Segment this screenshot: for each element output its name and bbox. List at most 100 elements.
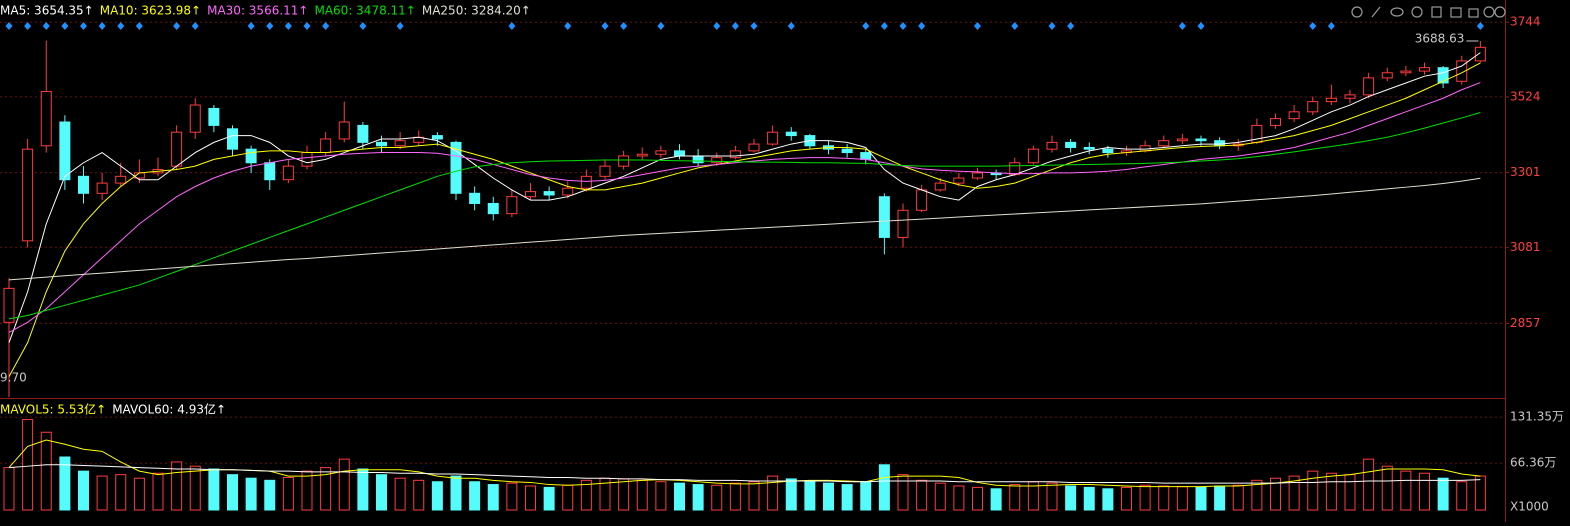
candle-body bbox=[916, 189, 928, 211]
signal-marker bbox=[508, 22, 516, 30]
candle-body bbox=[376, 141, 387, 147]
volume-bar bbox=[1437, 477, 1449, 511]
candle-body bbox=[1437, 67, 1449, 84]
tool-icon[interactable] bbox=[1390, 7, 1404, 17]
candle-body bbox=[1325, 97, 1337, 103]
tool-icon[interactable] bbox=[1468, 8, 1479, 18]
volume-bar bbox=[245, 477, 257, 511]
candle-body bbox=[692, 155, 704, 164]
candle-body bbox=[1363, 77, 1375, 96]
volume-bar bbox=[1251, 479, 1263, 511]
volume-bar bbox=[394, 477, 406, 511]
signal-marker bbox=[657, 22, 665, 30]
candle-body bbox=[227, 128, 238, 150]
candle-body bbox=[860, 152, 872, 160]
signal-marker bbox=[284, 22, 292, 30]
candle-body bbox=[1214, 140, 1226, 147]
volume-bar bbox=[580, 479, 592, 511]
candle-body bbox=[469, 192, 481, 204]
legend-entry: MAVOL5: 5.53亿↑ bbox=[0, 402, 106, 417]
volume-bar bbox=[990, 488, 1002, 511]
tool-icon[interactable] bbox=[1351, 6, 1363, 18]
tool-icon[interactable] bbox=[1450, 7, 1462, 18]
candle-body bbox=[972, 172, 983, 179]
candle-body bbox=[189, 104, 201, 133]
candle-body bbox=[264, 162, 276, 181]
signal-marker bbox=[191, 22, 199, 30]
ma-line bbox=[8, 111, 1481, 320]
tool-icon[interactable] bbox=[1371, 6, 1381, 18]
volume-bar bbox=[189, 465, 201, 511]
signal-marker bbox=[899, 22, 907, 30]
volume-bar bbox=[1083, 486, 1095, 511]
signal-marker bbox=[117, 22, 125, 30]
legend-entry: MA10: 3623.98↑ bbox=[100, 4, 201, 18]
volume-bar bbox=[264, 479, 276, 511]
volume-bar bbox=[767, 475, 779, 511]
volume-bar bbox=[655, 481, 667, 511]
tool-icon[interactable] bbox=[1411, 6, 1423, 18]
candle-body bbox=[711, 157, 723, 164]
signal-marker bbox=[303, 22, 311, 30]
volume-bar bbox=[711, 484, 723, 511]
volume-bar bbox=[208, 468, 220, 511]
signal-marker bbox=[61, 22, 69, 30]
volume-bar bbox=[78, 470, 89, 511]
candle-body bbox=[618, 155, 630, 167]
volume-bar bbox=[115, 474, 127, 511]
candle-body bbox=[748, 143, 760, 152]
ma-line bbox=[8, 464, 1481, 484]
candle-body bbox=[953, 177, 965, 184]
tool-icon[interactable] bbox=[1494, 6, 1506, 18]
signal-marker bbox=[1197, 22, 1205, 30]
candle-body bbox=[78, 175, 89, 194]
signal-marker bbox=[1048, 22, 1056, 30]
tool-icon[interactable] bbox=[1431, 6, 1442, 18]
signal-marker bbox=[98, 22, 106, 30]
candle-body bbox=[1102, 148, 1114, 154]
volume-bar bbox=[413, 479, 425, 511]
candle-body bbox=[320, 138, 332, 154]
candle-body bbox=[580, 175, 592, 189]
volume-bar bbox=[1288, 475, 1300, 511]
volume-bar bbox=[1121, 486, 1132, 511]
candle-body bbox=[1344, 94, 1356, 99]
candle-body bbox=[1046, 141, 1058, 150]
ma-line bbox=[8, 62, 1481, 377]
high-label: 3688.63 bbox=[1415, 31, 1465, 45]
volume-bar bbox=[1139, 484, 1151, 511]
volume-bar bbox=[1214, 485, 1226, 511]
tool-icon[interactable] bbox=[1483, 6, 1495, 18]
candle-body bbox=[785, 131, 797, 137]
volume-bar bbox=[1456, 481, 1468, 511]
signal-marker bbox=[787, 22, 795, 30]
signal-marker bbox=[396, 22, 404, 30]
ma-line bbox=[8, 177, 1481, 281]
candle-body bbox=[1195, 138, 1207, 142]
volume-bar bbox=[227, 474, 238, 511]
candle-body bbox=[599, 165, 611, 177]
toolbar[interactable] bbox=[1351, 6, 1506, 18]
candle-body bbox=[301, 152, 313, 167]
candle-body bbox=[897, 209, 909, 238]
legend-entry: MA60: 3478.11↑ bbox=[314, 4, 415, 18]
volume-bar bbox=[152, 472, 164, 511]
candle-body bbox=[543, 191, 555, 196]
volume-bar bbox=[1381, 465, 1393, 511]
candle-body bbox=[1381, 72, 1393, 79]
volume-bar bbox=[1195, 486, 1207, 511]
signal-marker bbox=[1067, 22, 1075, 30]
volume-bar bbox=[431, 481, 443, 511]
volume-bar bbox=[133, 477, 145, 511]
volume-bar bbox=[785, 478, 797, 511]
candle-body bbox=[767, 131, 779, 145]
candle-body bbox=[431, 135, 443, 140]
volume-bar bbox=[338, 458, 350, 511]
signal-marker bbox=[1327, 22, 1335, 30]
candle-body bbox=[394, 140, 406, 147]
signal-marker bbox=[918, 22, 926, 30]
volume-bar bbox=[618, 478, 630, 511]
signal-marker bbox=[266, 22, 274, 30]
